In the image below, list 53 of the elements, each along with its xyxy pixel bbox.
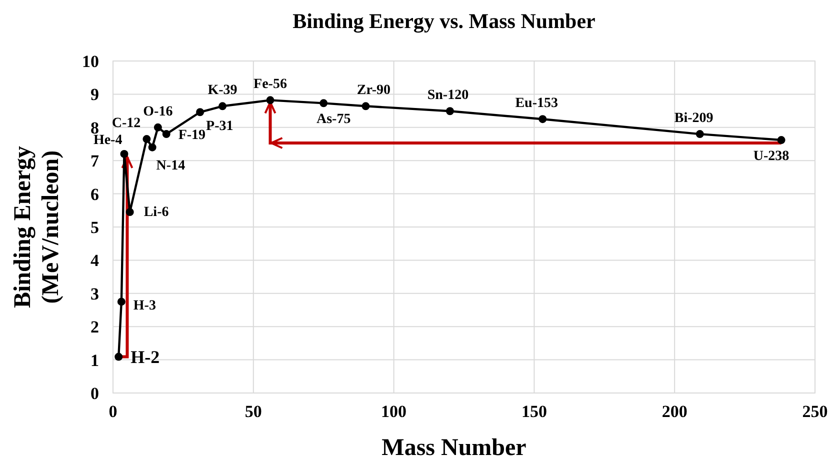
annotation: F-19 [178, 128, 206, 144]
annotation: Eu-153 [515, 96, 558, 112]
point [148, 143, 156, 152]
point [266, 96, 274, 104]
y-axis-title: Binding Energy (MeV/nucleon) [10, 146, 64, 308]
point [162, 130, 170, 138]
x-axis-title: Mass Number [382, 435, 527, 461]
point [114, 352, 123, 361]
x-tick-label: 0 [108, 402, 118, 421]
annotation: As-75 [316, 112, 351, 128]
point [446, 107, 454, 116]
annotation: O-16 [143, 104, 173, 120]
annotation: N-14 [156, 158, 186, 174]
annotation: C-12 [112, 116, 141, 132]
annotation: He-4 [93, 132, 122, 148]
y-tick-label: 7 [90, 152, 100, 171]
point [696, 130, 704, 138]
x-tick-label: 100 [381, 402, 407, 421]
y-tick-label: 3 [90, 284, 99, 304]
point [117, 298, 126, 306]
point [362, 102, 370, 110]
y-tick-label: 10 [82, 52, 99, 71]
point [120, 150, 128, 158]
annotation: K-39 [208, 83, 238, 98]
annotation: H-3 [133, 298, 156, 314]
x-tick-label: 250 [802, 402, 828, 421]
annotation: Sn-120 [427, 88, 469, 104]
annotation: U-238 [753, 149, 790, 164]
point [126, 208, 134, 216]
point [154, 123, 162, 132]
x-tick-label: 50 [244, 402, 262, 421]
point [142, 135, 151, 144]
annotation: Zr-90 [356, 83, 391, 98]
point [777, 136, 786, 144]
chart-title: Binding Energy vs. Mass Number [292, 9, 596, 33]
x-tick-label: 200 [662, 402, 688, 421]
x-tick-label: 150 [521, 402, 547, 421]
y-tick-label: 9 [90, 85, 99, 104]
y-tick-label: 1 [90, 350, 99, 370]
point [320, 99, 328, 108]
y-tick-label: 4 [90, 251, 100, 270]
y-tick-label: 5 [90, 218, 99, 237]
point [218, 102, 227, 110]
annotation: Bi-209 [674, 111, 714, 126]
annotation: Fe-56 [254, 77, 287, 92]
point [538, 115, 547, 124]
y-tick-label: 0 [90, 384, 99, 403]
annotation: Li-6 [144, 205, 169, 220]
y-tick-label: 6 [90, 184, 99, 204]
annotation: H-2 [130, 346, 160, 367]
y-tick-label: 2 [90, 318, 99, 337]
point [196, 108, 204, 116]
annotation: P-31 [206, 119, 234, 134]
